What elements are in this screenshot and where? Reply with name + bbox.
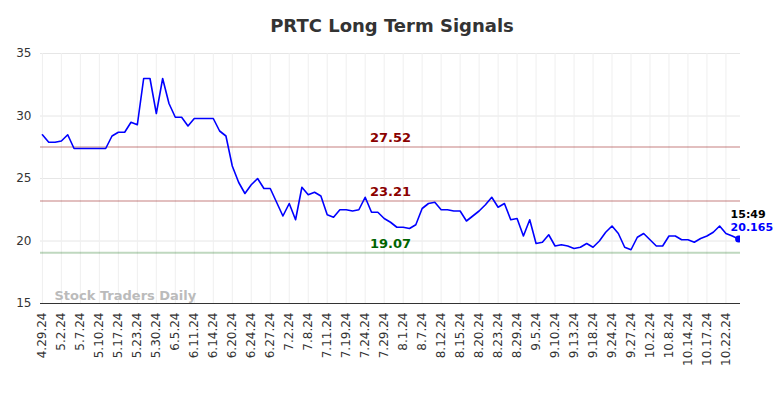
svg-text:5.2.24: 5.2.24 bbox=[54, 313, 68, 351]
svg-text:4.29.24: 4.29.24 bbox=[35, 313, 49, 359]
svg-text:6.20.24: 6.20.24 bbox=[225, 313, 239, 359]
svg-text:5.17.24: 5.17.24 bbox=[111, 313, 125, 359]
svg-text:5.10.24: 5.10.24 bbox=[92, 313, 106, 359]
svg-text:7.24.24: 7.24.24 bbox=[358, 313, 372, 359]
svg-text:23.21: 23.21 bbox=[370, 184, 411, 199]
svg-text:9.18.24: 9.18.24 bbox=[586, 313, 600, 359]
svg-text:6.24.24: 6.24.24 bbox=[244, 313, 258, 359]
svg-text:30: 30 bbox=[16, 109, 31, 123]
svg-text:8.1.24: 8.1.24 bbox=[396, 313, 410, 351]
svg-text:10.17.24: 10.17.24 bbox=[700, 313, 714, 366]
svg-text:10.22.24: 10.22.24 bbox=[719, 313, 733, 366]
svg-text:7.2.24: 7.2.24 bbox=[282, 313, 296, 351]
svg-text:7.11.24: 7.11.24 bbox=[320, 313, 334, 359]
svg-text:8.23.24: 8.23.24 bbox=[491, 313, 505, 359]
html-text:PRTC Long Term Signals: PRTC Long Term Signals bbox=[270, 15, 514, 36]
svg-text:9.27.24: 9.27.24 bbox=[624, 313, 638, 359]
svg-text:8.29.24: 8.29.24 bbox=[510, 313, 524, 359]
svg-text:8.15.24: 8.15.24 bbox=[453, 313, 467, 359]
svg-text:6.27.24: 6.27.24 bbox=[263, 313, 277, 359]
svg-text:10.8.24: 10.8.24 bbox=[662, 313, 676, 359]
svg-text:Stock Traders Daily: Stock Traders Daily bbox=[55, 288, 197, 303]
svg-text:15: 15 bbox=[16, 296, 31, 310]
svg-text:5.23.24: 5.23.24 bbox=[130, 313, 144, 359]
svg-text:8.20.24: 8.20.24 bbox=[472, 313, 486, 359]
svg-text:5.7.24: 5.7.24 bbox=[73, 313, 87, 351]
svg-text:15:49: 15:49 bbox=[731, 208, 766, 221]
svg-text:8.7.24: 8.7.24 bbox=[415, 313, 429, 351]
svg-text:5.30.24: 5.30.24 bbox=[149, 313, 163, 359]
svg-text:9.5.24: 9.5.24 bbox=[529, 313, 543, 351]
svg-text:10.14.24: 10.14.24 bbox=[681, 313, 695, 366]
svg-text:25: 25 bbox=[16, 171, 31, 185]
svg-text:7.8.24: 7.8.24 bbox=[301, 313, 315, 351]
svg-text:9.13.24: 9.13.24 bbox=[567, 313, 581, 359]
svg-text:7.29.24: 7.29.24 bbox=[377, 313, 391, 359]
svg-text:20: 20 bbox=[16, 234, 31, 248]
svg-text:19.07: 19.07 bbox=[370, 236, 411, 251]
svg-text:6.11.24: 6.11.24 bbox=[187, 313, 201, 359]
svg-text:8.12.24: 8.12.24 bbox=[434, 313, 448, 359]
svg-text:35: 35 bbox=[16, 46, 31, 60]
svg-text:6.14.24: 6.14.24 bbox=[206, 313, 220, 359]
svg-text:6.5.24: 6.5.24 bbox=[168, 313, 182, 351]
svg-text:20.165: 20.165 bbox=[731, 221, 773, 234]
svg-text:9.24.24: 9.24.24 bbox=[605, 313, 619, 359]
svg-text:9.10.24: 9.10.24 bbox=[548, 313, 562, 359]
svg-text:27.52: 27.52 bbox=[370, 130, 411, 145]
svg-text:10.2.24: 10.2.24 bbox=[643, 313, 657, 359]
svg-text:7.19.24: 7.19.24 bbox=[339, 313, 353, 359]
